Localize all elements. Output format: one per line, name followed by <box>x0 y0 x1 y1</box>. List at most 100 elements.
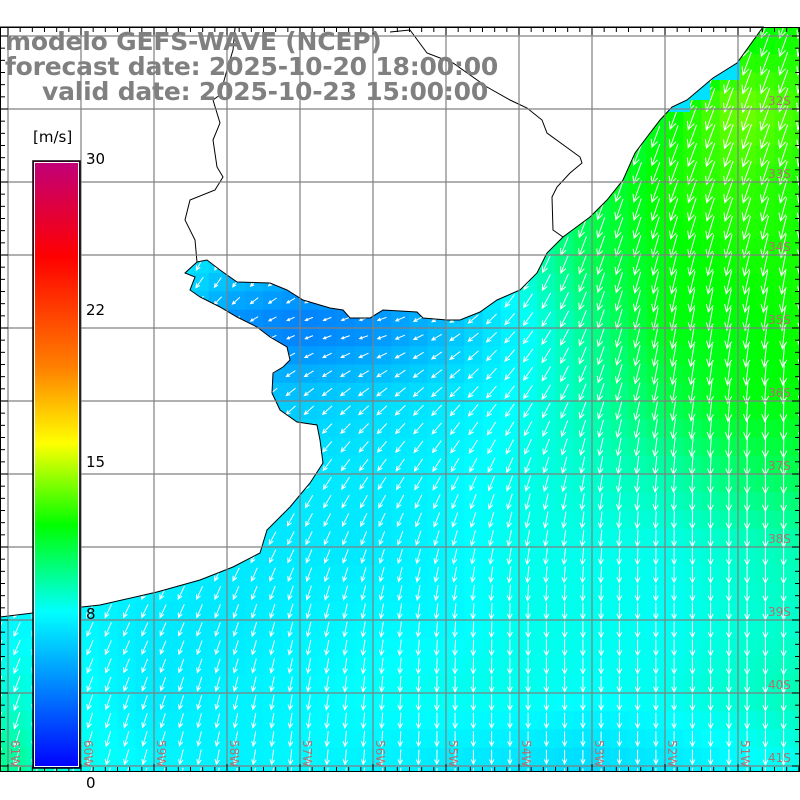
wind-arrow <box>523 420 533 437</box>
wind-cell <box>792 692 800 712</box>
wind-arrow <box>651 271 660 295</box>
wind-arrow <box>433 585 440 602</box>
wind-arrow <box>104 694 112 711</box>
wind-arrow <box>596 346 605 366</box>
wind-arrow <box>449 333 461 342</box>
wind-arrow <box>287 658 293 675</box>
wind-arrow <box>760 197 770 223</box>
wind-cell <box>263 765 282 772</box>
wind-arrow <box>342 712 349 730</box>
wind-arrow <box>598 602 604 621</box>
wind-arrow <box>689 621 696 639</box>
wind-arrow <box>578 401 587 420</box>
wind-arrow <box>287 712 294 730</box>
wind-arrow <box>177 604 185 619</box>
wind-arrow <box>597 529 604 548</box>
wind-arrow <box>760 179 770 204</box>
wind-arrow <box>345 767 347 772</box>
wind-arrow <box>543 675 550 694</box>
lon-label: 57W <box>300 740 314 767</box>
wind-arrow <box>433 603 440 620</box>
wind-arrow <box>397 585 403 602</box>
wind-arrow <box>285 387 296 397</box>
wind-arrow <box>159 640 167 656</box>
wind-arrow <box>413 440 424 454</box>
wind-arrow <box>104 712 112 729</box>
wind-arrow <box>452 621 458 638</box>
wind-arrow <box>232 694 239 711</box>
wind-arrow <box>303 370 314 378</box>
wind-arrow <box>378 567 385 583</box>
wind-arrow <box>597 419 604 439</box>
wind-arrow <box>542 420 551 437</box>
wind-arrow <box>614 290 623 312</box>
wind-arrow <box>762 730 769 748</box>
wind-cell <box>792 765 800 772</box>
wind-arrow <box>671 731 677 748</box>
wind-arrow <box>707 657 714 676</box>
wind-arrow <box>725 602 732 621</box>
wind-arrow <box>524 457 532 474</box>
wind-arrow <box>250 567 258 582</box>
wind-arrow <box>561 712 568 730</box>
wind-arrow <box>231 296 241 305</box>
colorbar-tick-label: 15 <box>86 453 106 471</box>
wind-arrow <box>723 87 734 113</box>
latitude-labels: 32S 33S 34S 35S 36S 37S 38S 39S 40S 41S <box>768 94 791 765</box>
wind-arrow <box>579 566 586 584</box>
wind-cell <box>792 364 800 383</box>
wind-arrow <box>743 510 751 530</box>
wind-arrow <box>706 417 714 440</box>
wind-arrow <box>324 639 330 656</box>
wind-arrow <box>467 350 479 361</box>
wind-arrow <box>779 343 788 369</box>
wind-arrow <box>469 512 477 529</box>
lon-label: 51W <box>738 740 752 767</box>
wind-cell <box>792 90 800 110</box>
wind-arrow <box>214 676 221 692</box>
wind-arrow <box>741 51 752 76</box>
wind-arrow <box>780 693 787 713</box>
wind-arrow <box>470 566 476 584</box>
wind-arrow <box>397 749 403 766</box>
wind-arrow <box>762 638 769 658</box>
wind-arrow <box>397 621 403 638</box>
wind-arrow <box>177 658 185 674</box>
wind-arrow <box>104 749 111 766</box>
wind-arrow <box>632 290 641 313</box>
wind-arrow <box>525 675 532 694</box>
wind-cell <box>153 765 173 772</box>
wind-arrow <box>506 566 513 584</box>
wind-arrow <box>269 621 276 638</box>
wind-arrow <box>342 549 349 564</box>
wind-arrow <box>653 749 659 766</box>
wind-arrow <box>195 276 204 289</box>
wind-arrow <box>159 677 167 692</box>
wind-arrow <box>305 549 313 564</box>
wind-arrow <box>724 362 733 387</box>
wind-arrow <box>525 639 532 657</box>
wind-arrow <box>637 768 639 772</box>
lat-label: 41S <box>768 751 791 765</box>
wind-cell <box>756 27 775 37</box>
wind-arrow <box>579 493 586 511</box>
wind-arrow <box>13 694 21 712</box>
wind-arrow <box>397 603 403 620</box>
lon-label: 53W <box>592 740 606 767</box>
wind-arrow <box>507 694 513 712</box>
wind-arrow <box>267 297 277 304</box>
longitude-labels: 61W 60W 59W 58W 57W 56W 55W 54W 53W 52W … <box>8 740 752 767</box>
wind-arrow <box>394 405 406 416</box>
wind-arrow <box>561 694 568 712</box>
wind-arrow <box>451 476 460 492</box>
wind-cell <box>792 254 800 274</box>
wind-arrow <box>340 441 351 453</box>
wind-arrow <box>141 713 148 729</box>
wind-arrow <box>431 422 442 435</box>
wind-arrow <box>545 768 547 772</box>
wind-arrow <box>579 584 586 602</box>
wind-arrow <box>452 731 458 748</box>
wind-arrow <box>287 549 295 564</box>
wind-arrow <box>543 749 549 766</box>
wind-arrow <box>561 584 568 602</box>
